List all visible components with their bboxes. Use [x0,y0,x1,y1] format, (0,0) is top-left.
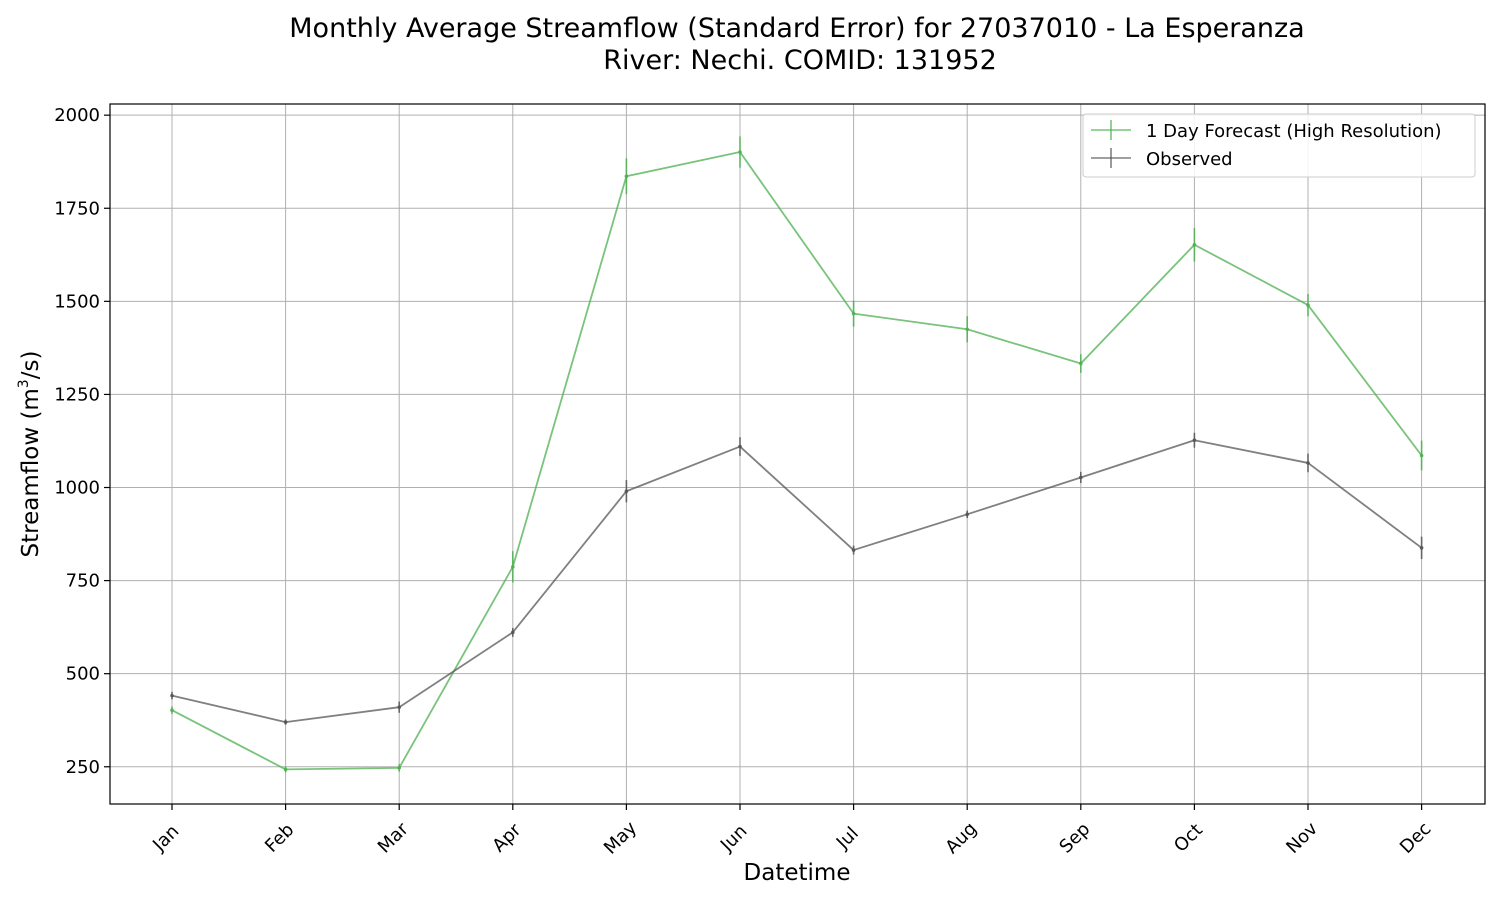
legend: 1 Day Forecast (High Resolution) Observe… [1082,113,1476,178]
x-tick-label: Nov [1282,818,1322,858]
x-tick-label: Dec [1396,818,1435,857]
y-axis-label-main: Streamflow (m [18,388,44,557]
data-point [1419,453,1424,458]
x-tick-label: Jul [832,823,863,854]
grid [110,104,1485,804]
y-tick-label: 1500 [54,291,100,312]
y-axis-label-tail: /s) [18,351,44,380]
x-tick-label: Jun [716,821,751,856]
data-point [624,489,629,494]
data-point [170,708,174,712]
x-tick-label: Apr [488,819,525,856]
y-tick-label: 500 [66,664,100,685]
y-axis-label-superscript: 3 [16,379,32,388]
series-line [171,439,1423,723]
data-point [1079,475,1083,480]
plot-frame [109,103,1486,805]
x-tick-label: Aug [941,818,981,858]
x-tick-label: Feb [261,819,298,856]
y-tick-label: 2000 [54,105,100,126]
series-line [171,151,1423,771]
data-point [1079,361,1083,366]
data-point [283,720,288,724]
series-0 [170,136,1424,773]
data-point [283,767,288,772]
y-axis-label: Streamflow (m3/s) [16,351,44,558]
data-point [1192,242,1197,247]
data-point [511,565,515,569]
x-tick-label: Oct [1170,820,1207,857]
data-point [1306,461,1310,465]
data-point [738,444,742,449]
series-1 [170,432,1424,725]
series-layer [170,136,1424,773]
x-tick-label: May [600,817,641,858]
x-tick-label: Sep [1055,819,1094,858]
x-tick-label: Mar [374,818,413,857]
data-point [1419,546,1424,550]
chart-title: Monthly Average Streamflow (Standard Err… [289,13,1304,44]
data-point [1306,303,1310,307]
chart-subtitle: River: Nechi. COMID: 131952 [603,45,997,76]
legend-box [1082,113,1476,178]
data-point [965,327,969,332]
data-point [624,174,629,179]
data-point [738,150,742,154]
y-tick-label: 1750 [54,198,100,219]
data-point [397,766,402,770]
legend-label-observed: Observed [1146,149,1233,170]
data-point [1192,438,1197,443]
y-tick-label: 750 [66,571,100,592]
data-point [511,630,515,635]
data-point [851,311,856,316]
x-axis-ticks: Jan Feb Mar Apr May Jun Jul Aug Sep Oct Nov Dec [148,804,1435,859]
data-point [851,548,856,552]
y-tick-label: 1250 [54,384,100,405]
x-axis-label: Datetime [744,860,851,886]
y-tick-label: 1000 [54,478,100,499]
x-tick-label: Jan [148,821,183,856]
legend-label-forecast: 1 Day Forecast (High Resolution) [1146,121,1442,142]
data-point [170,693,174,698]
y-axis-ticks: 250 500 750 1000 1250 1500 1750 2000 [54,105,110,778]
data-point [965,512,969,517]
y-tick-label: 250 [66,757,100,778]
data-point [397,705,402,709]
